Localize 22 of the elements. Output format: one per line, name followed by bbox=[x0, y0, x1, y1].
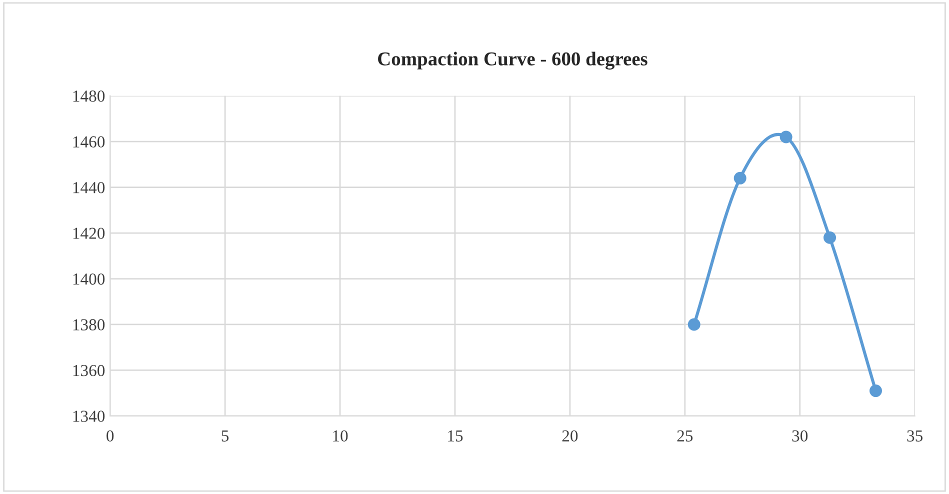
chart-title: Compaction Curve - 600 degrees bbox=[378, 52, 648, 70]
x-tick-label: 5 bbox=[222, 430, 229, 442]
x-tick-label: 25 bbox=[677, 430, 693, 442]
y-tick-label: 1420 bbox=[73, 228, 105, 239]
y-tick-label: 1440 bbox=[73, 182, 105, 194]
point bbox=[780, 130, 792, 144]
y-tick-label: 1360 bbox=[73, 364, 105, 376]
x-tick-label: 15 bbox=[448, 430, 463, 442]
point bbox=[870, 384, 882, 398]
x-tick-label: 0 bbox=[106, 430, 114, 442]
x-tick-label: 10 bbox=[333, 430, 348, 442]
point bbox=[734, 172, 746, 184]
point bbox=[688, 318, 700, 331]
x-tick-label: 30 bbox=[792, 430, 808, 442]
y-tick-label: 1400 bbox=[73, 273, 105, 285]
x-tick-label: 20 bbox=[562, 430, 578, 442]
y-tick-label: 1340 bbox=[73, 410, 105, 422]
y-tick-label: 1460 bbox=[73, 136, 105, 148]
y-tick-label: 1480 bbox=[73, 90, 105, 102]
x-tick-label: 35 bbox=[907, 430, 923, 442]
point bbox=[824, 231, 836, 244]
y-tick-label: 1380 bbox=[73, 319, 105, 330]
